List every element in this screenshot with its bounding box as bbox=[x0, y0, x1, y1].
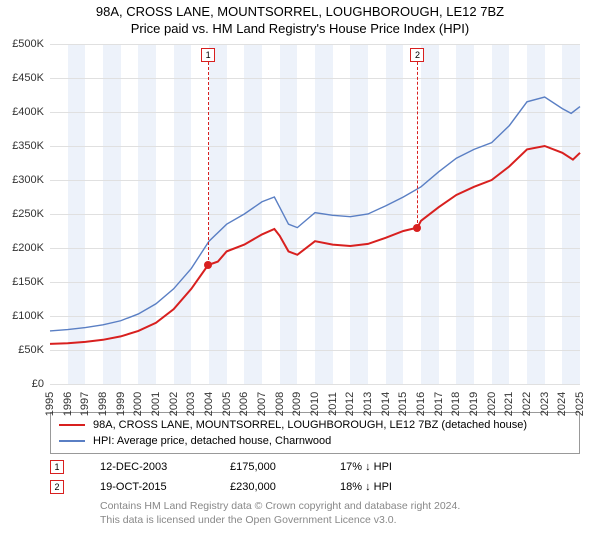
sale-price: £230,000 bbox=[230, 481, 310, 493]
x-axis-label: 2006 bbox=[238, 392, 250, 416]
legend-row: HPI: Average price, detached house, Char… bbox=[59, 433, 571, 449]
x-axis-label: 2001 bbox=[150, 392, 162, 416]
license-line: This data is licensed under the Open Gov… bbox=[100, 514, 570, 528]
x-axis-label: 2015 bbox=[397, 392, 409, 416]
series-hpi bbox=[50, 97, 580, 331]
sale-date: 19-OCT-2015 bbox=[100, 481, 200, 493]
x-axis-label: 2009 bbox=[291, 392, 303, 416]
x-axis-label: 2023 bbox=[539, 392, 551, 416]
y-axis-label: £50K bbox=[18, 344, 44, 356]
legend-row: 98A, CROSS LANE, MOUNTSORREL, LOUGHBOROU… bbox=[59, 417, 571, 433]
sale-marker-2: 2 bbox=[410, 48, 424, 62]
x-axis-label: 2014 bbox=[380, 392, 392, 416]
legend-swatch bbox=[59, 440, 85, 441]
sale-marker-1: 1 bbox=[201, 48, 215, 62]
sale-pct: 17% ↓ HPI bbox=[340, 461, 440, 473]
x-axis-label: 2020 bbox=[486, 392, 498, 416]
sale-row: 2 19-OCT-2015 £230,000 18% ↓ HPI bbox=[50, 480, 580, 494]
y-axis-label: £500K bbox=[12, 38, 44, 50]
y-axis-label: £300K bbox=[12, 174, 44, 186]
x-axis-label: 2010 bbox=[309, 392, 321, 416]
x-axis-label: 2011 bbox=[327, 392, 339, 416]
y-axis-label: £250K bbox=[12, 208, 44, 220]
x-axis-label: 2022 bbox=[521, 392, 533, 416]
x-axis-label: 2004 bbox=[203, 392, 215, 416]
sale-price: £175,000 bbox=[230, 461, 310, 473]
y-axis-label: £450K bbox=[12, 72, 44, 84]
y-axis-label: £400K bbox=[12, 106, 44, 118]
y-axis-label: £200K bbox=[12, 242, 44, 254]
sale-marker-icon: 2 bbox=[50, 480, 64, 494]
legend: 98A, CROSS LANE, MOUNTSORREL, LOUGHBOROU… bbox=[50, 412, 580, 454]
x-axis-label: 2018 bbox=[450, 392, 462, 416]
x-axis-label: 2024 bbox=[556, 392, 568, 416]
x-axis-label: 2000 bbox=[132, 392, 144, 416]
x-axis-label: 2016 bbox=[415, 392, 427, 416]
legend-label: HPI: Average price, detached house, Char… bbox=[93, 435, 331, 447]
x-axis-label: 2003 bbox=[185, 392, 197, 416]
y-axis-label: £150K bbox=[12, 276, 44, 288]
x-axis-label: 2013 bbox=[362, 392, 374, 416]
plot-area: 12 bbox=[50, 44, 580, 384]
x-axis-label: 1999 bbox=[115, 392, 127, 416]
x-axis-label: 1997 bbox=[79, 392, 91, 416]
legend-swatch bbox=[59, 424, 85, 426]
x-axis-label: 1998 bbox=[97, 392, 109, 416]
x-axis-label: 2021 bbox=[503, 392, 515, 416]
x-axis-label: 2008 bbox=[274, 392, 286, 416]
x-axis-label: 2025 bbox=[574, 392, 586, 416]
x-axis-label: 2019 bbox=[468, 392, 480, 416]
sale-marker-icon: 1 bbox=[50, 460, 64, 474]
x-axis-label: 2002 bbox=[168, 392, 180, 416]
license-line: Contains HM Land Registry data © Crown c… bbox=[100, 500, 570, 514]
sale-pct: 18% ↓ HPI bbox=[340, 481, 440, 493]
y-axis-label: £0 bbox=[32, 378, 44, 390]
chart-subtitle: Price paid vs. HM Land Registry's House … bbox=[0, 21, 600, 36]
sale-date: 12-DEC-2003 bbox=[100, 461, 200, 473]
x-axis-label: 1996 bbox=[62, 392, 74, 416]
y-axis-label: £350K bbox=[12, 140, 44, 152]
y-axis-label: £100K bbox=[12, 310, 44, 322]
x-axis-label: 1995 bbox=[44, 392, 56, 416]
x-axis-label: 2017 bbox=[433, 392, 445, 416]
chart-title: 98A, CROSS LANE, MOUNTSORREL, LOUGHBOROU… bbox=[0, 4, 600, 19]
series-property bbox=[50, 146, 580, 344]
legend-label: 98A, CROSS LANE, MOUNTSORREL, LOUGHBOROU… bbox=[93, 419, 527, 431]
x-axis-label: 2005 bbox=[221, 392, 233, 416]
x-axis-label: 2012 bbox=[344, 392, 356, 416]
license-text: Contains HM Land Registry data © Crown c… bbox=[100, 500, 570, 527]
x-axis-label: 2007 bbox=[256, 392, 268, 416]
sale-row: 1 12-DEC-2003 £175,000 17% ↓ HPI bbox=[50, 460, 580, 474]
chart-area: 12 £0£50K£100K£150K£200K£250K£300K£350K£… bbox=[50, 44, 580, 404]
